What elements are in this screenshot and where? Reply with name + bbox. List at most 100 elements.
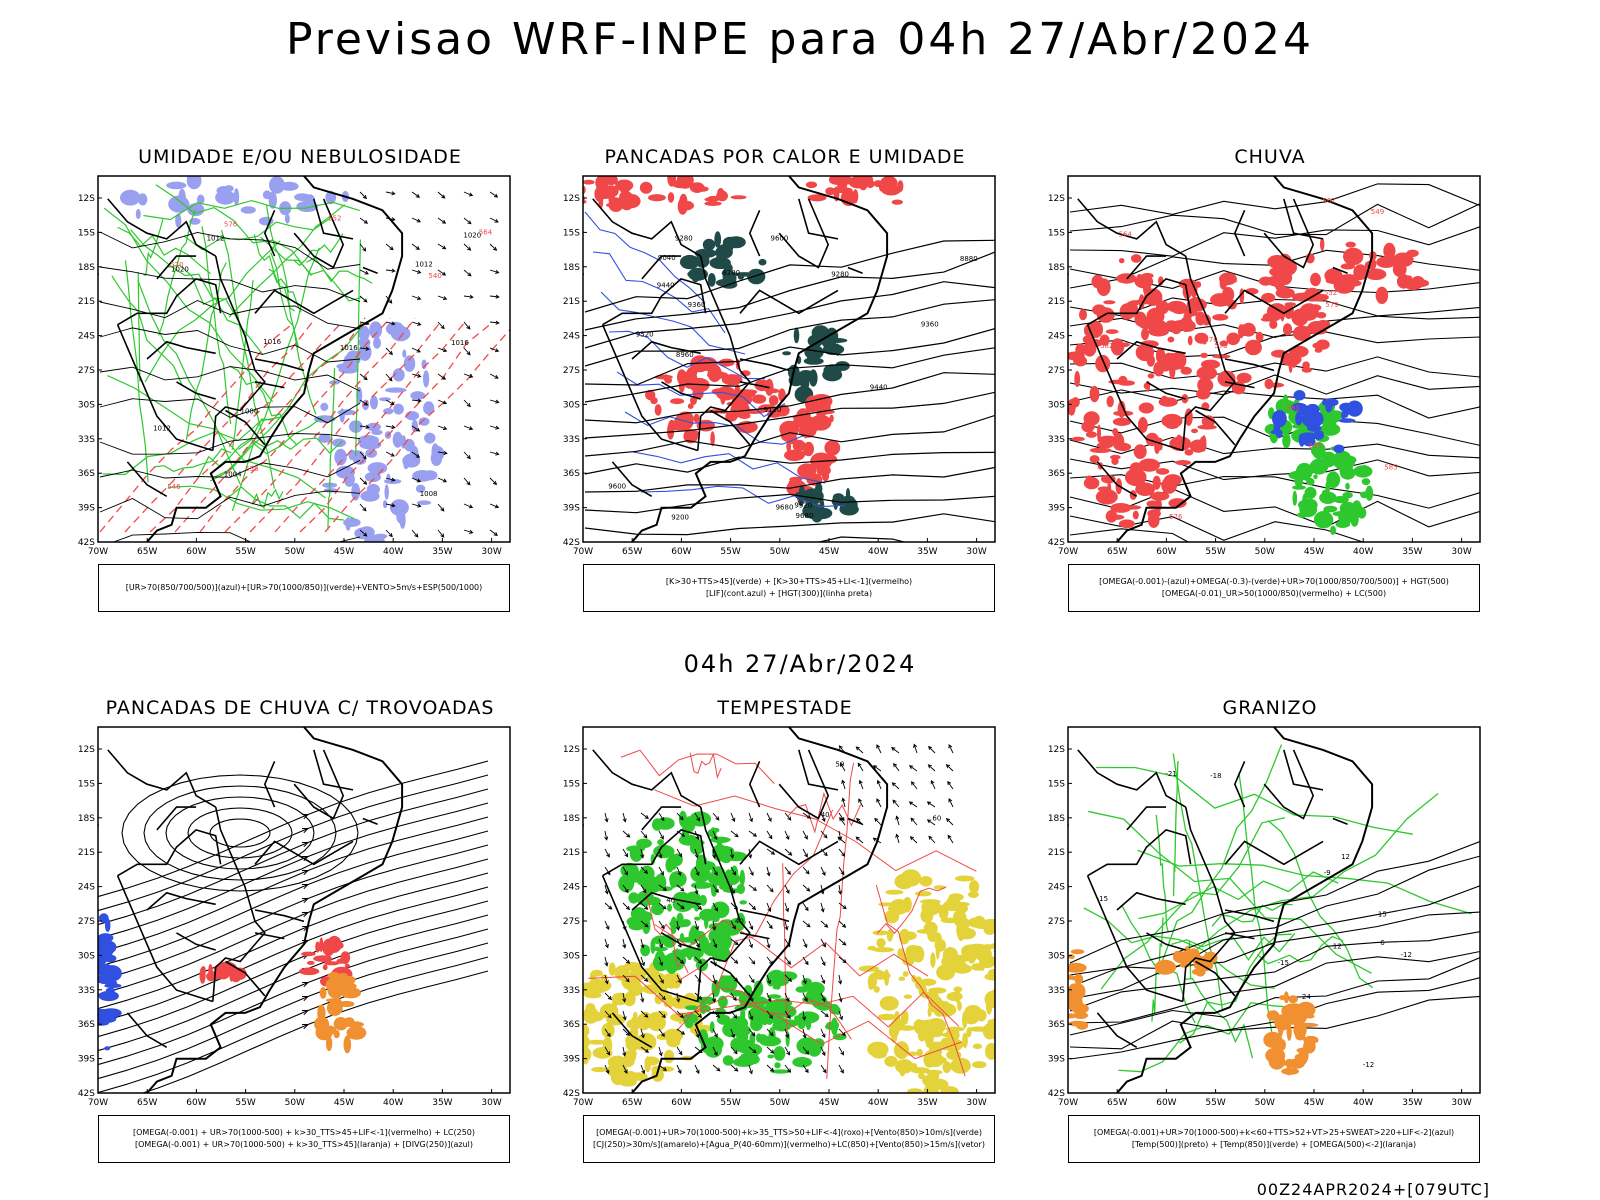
rain-area [1343,247,1364,266]
humidity-area [402,349,407,358]
rain-area [1239,324,1250,336]
streamline-loop [121,774,359,892]
wind-vector [820,1028,826,1039]
lon-tick-label: 30W [481,1098,501,1108]
wind-vector [802,866,810,875]
wind-vector [802,938,808,949]
shower-area [687,416,694,428]
country-border [254,289,354,315]
low-level-wind-area [667,903,672,912]
rain-area [1212,314,1229,321]
country-border [748,760,761,808]
coastline [631,727,889,1093]
wind-vector [766,992,772,1003]
lon-tick-label: 60W [671,547,691,557]
jet-stream-area [629,1072,648,1081]
country-border [1224,289,1324,315]
jet-stream-area [967,917,987,928]
country-border [107,198,217,257]
contour-label: 40 [821,811,830,819]
country-border [798,198,839,240]
shower-area [340,1022,359,1027]
lon-tick-label: 55W [1205,1098,1225,1108]
jet-stream-area [901,931,917,941]
wind-vector [489,269,500,274]
map-frame [1067,175,1481,543]
wind-vector [730,956,739,964]
wind-vector [411,425,421,432]
contour-label: -21 [1165,770,1176,778]
wind-vector [891,782,900,790]
jet-stream-area [916,929,935,934]
country-border [1263,749,1315,820]
wind-vector [463,425,474,431]
humidity-area [296,200,318,212]
lon-tick-label: 60W [1156,1098,1176,1108]
strong-rain-area [1311,444,1325,457]
wind-vector [411,373,422,378]
low-level-wind-area [774,980,781,990]
wind-vector [766,1064,775,1072]
country-border [1224,381,1255,389]
country-border [116,875,214,1003]
low-level-wind-area [767,1054,774,1059]
contour-label: 570 [1204,336,1217,344]
wind-vector [802,992,808,1002]
streamline-loop [143,785,337,881]
panel-legend: [UR>70(850/700/500)](azul)+[UR>70(1000/8… [98,564,510,612]
contour-label: 1012 [153,424,171,432]
wind-vector [604,884,609,895]
humidity-area [383,500,388,509]
wind-vector [872,765,882,772]
rain-area [1071,397,1080,408]
wind-vector [622,974,630,983]
lat-tick-label: 27S [1048,366,1065,376]
country-border [1182,255,1236,451]
shower-area [805,181,818,189]
thickness-contour [324,328,510,533]
lat-tick-label: 27S [563,917,580,927]
jet-stream-area [872,930,889,936]
temperature-850-contour [1088,810,1372,974]
heat-shower-area [721,269,732,277]
thickness-contour [274,321,466,533]
jet-stream-area [656,1033,669,1040]
country-border [798,749,839,791]
streamline [141,970,489,1093]
shower-area [639,181,653,194]
green-contour [201,226,232,425]
lon-tick-label: 35W [917,1098,937,1108]
jet-stream-area [919,978,937,986]
lon-tick-label: 50W [285,1098,305,1108]
shower-area [325,998,341,1003]
wind-vector [694,956,703,964]
jet-stream-area [879,996,899,1011]
jet-stream-area [644,1056,652,1073]
shower-area [678,200,694,211]
wind-vector [489,451,500,456]
jet-stream-area [954,875,975,882]
wind-vector [802,848,808,858]
contour-label: 576 [1169,513,1183,521]
humidity-area [332,438,346,448]
wind-vector [802,956,809,966]
omega-area [1313,430,1325,440]
lat-tick-label: 27S [78,917,95,927]
omega-500-area [1296,1022,1319,1028]
wind-vector [895,833,900,844]
rain-area [1103,300,1116,305]
streamline [98,816,489,954]
rain-area [1148,326,1169,337]
lon-tick-label: 70W [1058,1098,1078,1108]
wind-vector [802,920,811,928]
heat-shower-area [714,231,722,248]
wind-vector [385,503,396,508]
rain-area [1163,474,1182,487]
jet-stream-area [982,1022,995,1040]
wind-vector [838,1010,844,1021]
rain-area [1184,408,1193,426]
shower-area [711,388,729,396]
jet-stream-area [625,1060,631,1066]
low-level-wind-area [802,995,820,1004]
